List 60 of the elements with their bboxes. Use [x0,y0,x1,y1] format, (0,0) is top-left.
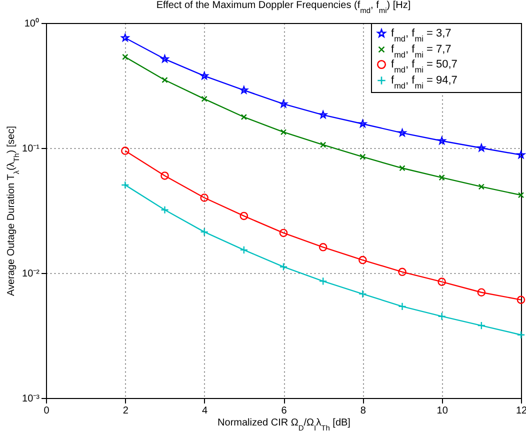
point [279,262,288,271]
point [438,136,446,144]
point [318,277,328,286]
point [201,96,208,102]
point [162,76,168,84]
point [517,150,525,158]
point [319,110,328,118]
point [360,154,366,160]
point [200,72,208,80]
legend-label: f$_{md}$, f$_{mi}$ = 7,7 [391,44,452,59]
point [279,228,288,238]
point [200,194,208,202]
legend-label: f$_{md}$, f$_{mi}$ = 50,7 [391,58,458,74]
point [358,120,367,128]
point [438,312,446,320]
legend-label: f$_{md}$, f$_{mi}$ = 3,7 [391,28,452,43]
x-tick-label: 2 [122,406,129,416]
y-tick-label: 10⁻² [22,268,40,280]
point [477,321,486,330]
point [398,302,406,311]
point [477,288,486,296]
point [280,100,288,108]
legend-label: f$_{md}$, f$_{mi}$ = 94,7 [391,74,458,90]
point [516,330,526,339]
point [398,128,406,136]
point [160,172,169,180]
point [122,54,128,60]
chart-title: Effect of the Maximum Doppler Frequencies (f$_{md}$, f$_{mi}$) [Hz] [156,0,411,14]
point [516,296,526,304]
point [121,180,130,190]
point [240,114,247,120]
point [160,206,169,214]
point [121,146,130,155]
y-tick-label: 10⁰ [24,18,40,30]
point [358,256,367,264]
point [280,129,287,136]
point [477,144,486,152]
y-tick-label: 10⁻¹ [22,144,40,154]
x-tick-label: 6 [281,406,288,416]
x-tick-label: 10 [436,406,448,416]
point [240,246,248,254]
point [240,86,248,94]
x-axis-title: Normalized CIR Ω$_{D}$/Ω$_{I}$λ$_{Th}$ [dB] [218,418,351,432]
point [121,34,130,42]
point [320,142,326,148]
point [438,174,445,181]
x-tick-label: 4 [202,406,208,416]
point [318,243,328,252]
point [399,165,406,172]
x-tick-label: 8 [360,406,366,416]
point [240,212,248,220]
point [160,54,169,62]
point [398,268,406,276]
x-tick-label: 0 [44,406,50,416]
point [200,228,208,236]
y-tick-label: 10⁻³ [22,394,40,404]
point [478,184,484,190]
point [438,278,446,286]
point [358,290,367,298]
point [518,192,524,198]
